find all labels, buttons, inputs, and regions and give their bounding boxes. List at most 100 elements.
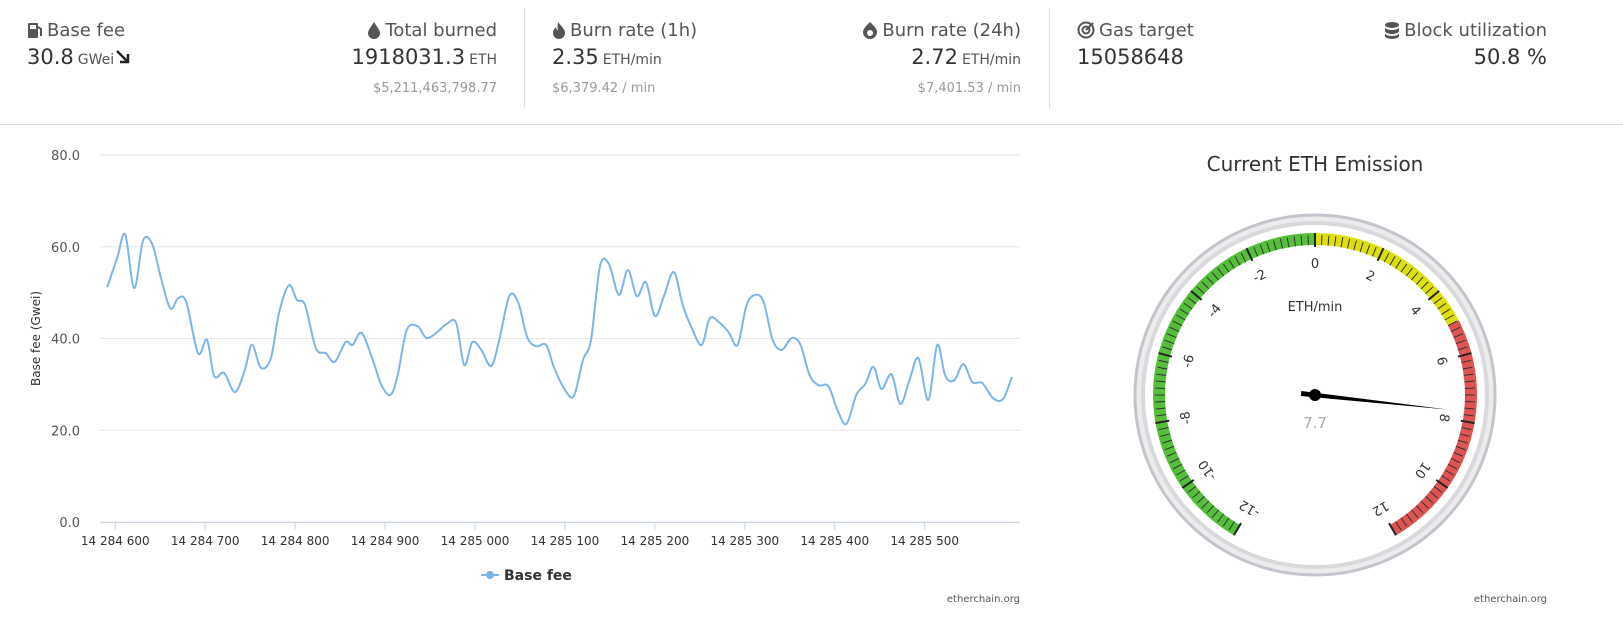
gauge-minor-tick	[1222, 517, 1230, 527]
gauge-tick	[1181, 479, 1195, 489]
gauge-minor-tick	[1162, 439, 1173, 444]
gauge-band	[1390, 320, 1477, 536]
gauge-tick	[1435, 479, 1449, 489]
gauge-minor-tick	[1157, 366, 1168, 370]
gauge-minor-tick	[1279, 238, 1284, 249]
gauge-minor-tick	[1453, 451, 1464, 457]
gauge-value-label: 7.7	[1303, 414, 1327, 432]
gauge-minor-tick	[1266, 242, 1271, 253]
gauge-minor-tick	[1450, 326, 1461, 333]
gauge-tick	[1427, 290, 1440, 301]
gauge-minor-tick	[1400, 263, 1408, 273]
gauge-minor-tick	[1450, 457, 1461, 464]
gauge-minor-tick	[1415, 505, 1424, 514]
gauge-minor-tick	[1437, 302, 1447, 310]
line-series	[106, 232, 1013, 426]
x-tick-label: 14 284 700	[171, 534, 240, 548]
text: Burn rate (1h)	[570, 20, 698, 41]
gauge-tick-label: -6	[1180, 353, 1198, 369]
stat-sub: $5,211,463,798.77	[372, 81, 497, 96]
x-tick-label: 14 285 100	[531, 534, 600, 548]
gauge-minor-tick	[1155, 380, 1166, 383]
divider	[524, 8, 525, 108]
gauge-minor-tick	[1183, 302, 1193, 310]
text: Total burned	[385, 20, 497, 41]
stat: Block utilization 50.8 %	[1384, 20, 1547, 69]
gauge-unit: ETH/min	[1288, 300, 1343, 315]
gauge-minor-tick	[1196, 286, 1205, 295]
stat-label: Gas target	[1077, 20, 1194, 41]
gauge-minor-tick	[1405, 267, 1413, 277]
gauge-minor-tick	[1425, 286, 1434, 295]
gauge-minor-tick	[1162, 346, 1173, 351]
gauge-minor-tick	[1228, 259, 1235, 269]
gauge-minor-tick	[1222, 263, 1230, 273]
stat-value: 50.8 %	[1473, 45, 1547, 69]
gauge-minor-tick	[1444, 469, 1454, 476]
y-tick-label: 60.0	[51, 241, 80, 256]
text: Gas target	[1099, 20, 1194, 41]
gauge-minor-tick	[1455, 339, 1466, 345]
stat-unit: ETH	[469, 52, 497, 68]
gauge-minor-tick	[1464, 407, 1475, 410]
gauge-minor-tick	[1383, 252, 1390, 263]
gauge-minor-tick	[1447, 320, 1458, 327]
gauge-minor-tick	[1187, 297, 1197, 305]
gauge-minor-tick	[1441, 475, 1451, 482]
gauge-minor-tick	[1156, 373, 1167, 376]
gauge-minor-tick	[1463, 414, 1474, 417]
icon	[1385, 22, 1400, 39]
gauge-minor-tick	[1155, 407, 1166, 410]
gauge-minor-tick	[1462, 366, 1473, 370]
gauge-minor-tick	[1164, 339, 1175, 345]
gauge-tick	[1460, 419, 1475, 425]
y-tick-label: 80.0	[51, 149, 80, 164]
stat-value: 2.72 ETH/min	[862, 45, 1021, 69]
stat: Total burned 1918031.3 ETH $5,211,463,798…	[352, 20, 498, 96]
stat: Burn rate (24h) 2.72 ETH/min $7,401.53 / …	[862, 20, 1021, 96]
x-tick-label: 14 284 600	[81, 534, 150, 548]
gauge-minor-tick	[1286, 237, 1290, 248]
stat-unit: ETH/min	[961, 52, 1021, 68]
gauge-minor-tick	[1179, 308, 1189, 315]
gauge-minor-tick	[1206, 505, 1215, 514]
gauge-minor-tick	[1196, 495, 1205, 504]
stat-unit: ETH/min	[602, 52, 662, 68]
gauge-minor-tick	[1444, 314, 1454, 321]
gauge-minor-tick	[1411, 509, 1419, 518]
gauge-minor-tick	[1211, 272, 1219, 281]
gauge-minor-tick	[1420, 281, 1429, 290]
gauge-minor-tick	[1459, 433, 1470, 437]
gauge-minor-tick	[1425, 495, 1434, 504]
gauge-tick	[1190, 290, 1203, 301]
stat-value: 2.35 ETH/min	[552, 45, 697, 69]
gauge-minor-tick	[1192, 491, 1201, 499]
gauge-tick	[1388, 522, 1397, 536]
gauge-minor-tick	[1371, 246, 1377, 257]
x-tick-label: 14 285 500	[890, 534, 959, 548]
gauge-minor-tick	[1327, 235, 1330, 246]
gauge-minor-tick	[1169, 457, 1180, 464]
gauge-minor-tick	[1187, 485, 1197, 493]
gauge-minor-tick	[1273, 240, 1277, 251]
gauge-minor-tick	[1359, 242, 1364, 253]
gauge-minor-tick	[1160, 433, 1171, 437]
gauge-minor-tick	[1211, 509, 1219, 518]
x-tick-label: 14 285 000	[441, 534, 510, 548]
icon	[1077, 21, 1095, 39]
gauge-tick	[1158, 352, 1173, 358]
gauge-minor-tick	[1158, 359, 1169, 364]
stat-label: Burn rate (1h)	[552, 20, 697, 41]
y-tick-label: 0.0	[59, 516, 80, 531]
x-tick-label: 14 284 800	[261, 534, 330, 548]
gauge-minor-tick	[1463, 373, 1474, 376]
gauge-minor-tick	[1293, 236, 1296, 247]
gauge-minor-tick	[1433, 485, 1443, 493]
stat-value: 1918031.3 ETH	[352, 45, 498, 69]
icon	[553, 22, 565, 39]
gauge-minor-tick	[1433, 297, 1443, 305]
gauge-minor-tick	[1176, 469, 1186, 476]
stat-value: 30.8 GWei	[27, 45, 132, 69]
gauge-tick-label: -2	[1251, 267, 1269, 286]
